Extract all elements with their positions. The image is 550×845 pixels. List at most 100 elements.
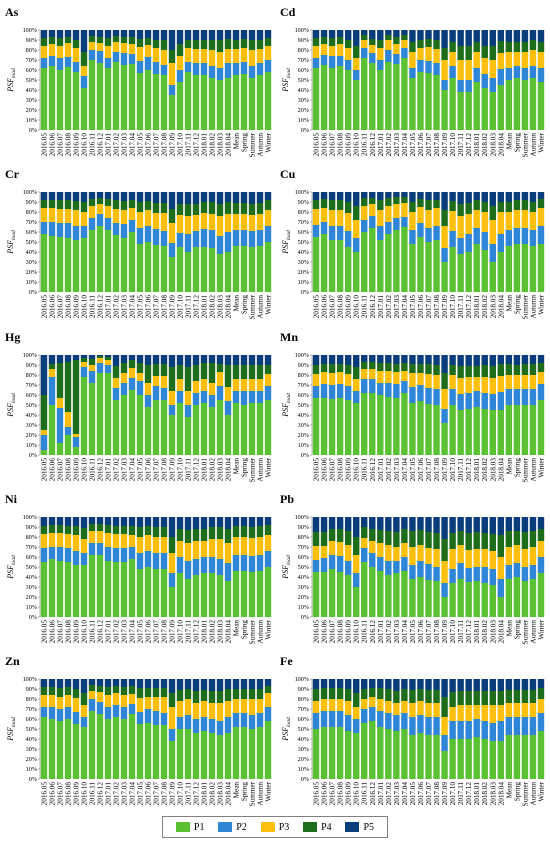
bar-segment-ni-p2 <box>48 547 56 559</box>
bar-segment-as-p4 <box>128 37 136 44</box>
bar-segment-as-p5 <box>104 30 112 38</box>
bar-segment-cd-p1 <box>417 72 424 130</box>
bar-segment-zn-p2 <box>248 715 256 729</box>
bar-segment-ni-p4 <box>264 525 272 535</box>
bar-segment-ni-p4 <box>120 526 128 534</box>
x-tick-label-as: Autumn <box>257 133 265 157</box>
bar-segment-fe-p5 <box>449 679 456 692</box>
bar-segment-cu-p4 <box>409 202 416 212</box>
bar-segment-fe-p5 <box>344 679 352 689</box>
bar-segment-cd-p5 <box>409 30 416 42</box>
bar-segment-as-p1 <box>160 75 168 130</box>
bar-segment-cu-p5 <box>385 192 392 198</box>
bar-segment-cu-p1 <box>344 247 352 292</box>
bar-segment-zn-p5 <box>112 679 120 686</box>
bar-segment-fe-p1 <box>497 741 505 779</box>
bar-segment-mn-p2 <box>385 383 392 397</box>
bar-segment-cr-p3 <box>152 213 160 229</box>
bar-segment-cr-p1 <box>168 257 176 292</box>
y-tick-label-fe: 10% <box>298 766 309 773</box>
bar-segment-hg-p1 <box>120 395 128 455</box>
bar-segment-mn-p4 <box>320 364 328 372</box>
bar-segment-cr-p1 <box>208 248 216 292</box>
bar-segment-cu-p2 <box>328 226 336 240</box>
x-tick-label-cr: Spring <box>241 295 249 315</box>
bar-segment-ni-p5 <box>72 517 80 526</box>
bar-segment-ni-p4 <box>256 526 264 537</box>
y-tick-label-hg: 80% <box>26 372 37 379</box>
bar-segment-cr-p2 <box>48 222 56 236</box>
bar-segment-cr-p4 <box>184 204 192 216</box>
bar-segment-cu-p1 <box>320 234 328 292</box>
bar-segment-cr-p5 <box>168 192 176 209</box>
bar-segment-fe-p1 <box>505 735 513 779</box>
bar-segment-pb-p4 <box>385 531 392 545</box>
bar-segment-cd-p3 <box>529 50 537 66</box>
x-tick-label-as: 2016.09 <box>73 133 81 157</box>
bar-segment-mn-p1 <box>361 393 368 455</box>
bar-segment-as-p3 <box>216 52 224 68</box>
x-tick-label-cd: 2018.02 <box>481 133 489 157</box>
bar-segment-as-p4 <box>144 38 152 45</box>
bar-segment-cu-p4 <box>489 206 496 220</box>
panel-pb: Pb0%10%20%30%40%50%60%70%80%90%100%PSFlo… <box>280 492 545 644</box>
bar-segment-as-p2 <box>160 65 168 75</box>
x-tick-label-cu: 2016.09 <box>345 295 353 319</box>
y-tick-label-ni: 10% <box>26 604 37 611</box>
x-tick-label-mn: 2016.12 <box>369 458 377 482</box>
x-tick-label-cd: 2017.04 <box>401 133 409 157</box>
y-axis-title-ni: PSFload <box>6 555 17 580</box>
x-tick-label-as: 2017.04 <box>129 133 137 157</box>
bar-segment-fe-p2 <box>385 713 392 729</box>
legend-swatch-p4 <box>303 822 318 832</box>
bar-segment-pb-p5 <box>344 517 352 531</box>
bar-segment-cu-p3 <box>385 206 392 222</box>
bar-segment-fe-p3 <box>473 705 480 719</box>
bar-segment-zn-p3 <box>40 695 48 707</box>
y-tick-label-mn: 30% <box>298 422 309 429</box>
bar-segment-cr-p1 <box>56 237 64 292</box>
bar-segment-ni-p1 <box>120 562 128 617</box>
y-axis-title-cd: PSFload <box>281 68 292 93</box>
y-axis-title-sub: load <box>286 393 292 403</box>
bar-segment-fe-p1 <box>336 727 344 779</box>
bar-segment-cu-p5 <box>377 192 384 200</box>
bar-segment-cr-p4 <box>80 202 88 212</box>
x-tick-label-fe: 2016.10 <box>353 782 361 806</box>
legend-swatch-p5 <box>345 822 360 832</box>
bar-segment-cd-p1 <box>361 58 368 130</box>
bar-segment-cr-p2 <box>192 231 200 247</box>
bar-segment-cu-p3 <box>336 210 344 226</box>
bar-segment-cr-p5 <box>64 192 72 200</box>
bar-segment-ni-p4 <box>152 527 160 537</box>
x-tick-label-hg: 2016.10 <box>81 458 89 482</box>
bar-segment-hg-p1 <box>88 383 96 455</box>
x-tick-label-mn: 2017.11 <box>457 458 465 481</box>
bar-segment-cu-p3 <box>328 210 336 226</box>
bar-segment-cu-p2 <box>497 234 505 252</box>
bar-segment-as-p2 <box>64 57 72 67</box>
bar-segment-hg-p5 <box>232 355 240 365</box>
bar-segment-zn-p5 <box>104 679 112 687</box>
x-tick-label-cu: 2017.01 <box>377 295 385 319</box>
bar-segment-pb-p4 <box>521 532 529 549</box>
y-tick-label-cr: 20% <box>26 269 37 276</box>
bar-segment-zn-p5 <box>96 679 104 686</box>
bar-segment-ni-p1 <box>160 569 168 617</box>
x-tick-label-pb: 2017.08 <box>433 620 441 644</box>
bar-segment-hg-p2 <box>56 408 64 443</box>
bar-segment-ni-p4 <box>64 526 72 534</box>
bar-segment-zn-p2 <box>136 712 144 724</box>
bar-segment-as-p4 <box>152 40 160 48</box>
legend-item-p1: P1 <box>175 822 204 833</box>
x-tick-label-cd: Mean <box>505 133 513 150</box>
bar-segment-fe-p1 <box>489 741 496 779</box>
bar-segment-cd-p5 <box>385 30 392 35</box>
bar-segment-mn-p3 <box>457 378 464 394</box>
x-tick-label-zn: 2018.04 <box>225 782 233 806</box>
bar-segment-ni-p2 <box>120 548 128 562</box>
x-tick-label-cu: 2017.09 <box>441 295 449 319</box>
bar-segment-cd-p2 <box>449 66 456 78</box>
bar-segment-mn-p3 <box>417 373 424 385</box>
bar-segment-ni-p3 <box>160 537 168 553</box>
